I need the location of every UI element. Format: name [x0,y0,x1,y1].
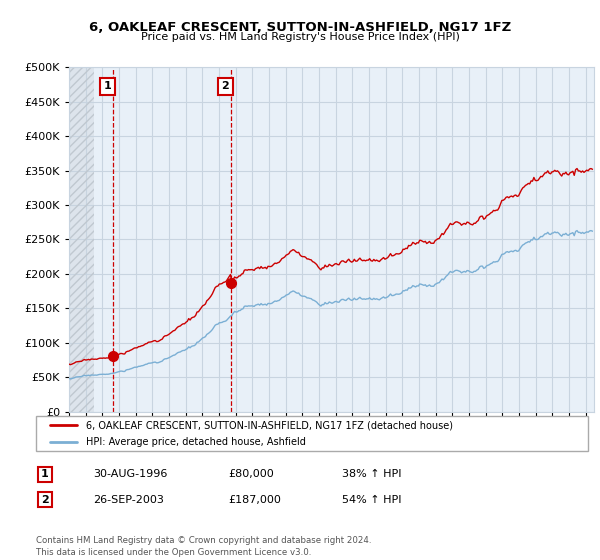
Text: 1: 1 [104,82,112,91]
Text: 1: 1 [41,469,49,479]
Text: HPI: Average price, detached house, Ashfield: HPI: Average price, detached house, Ashf… [86,437,305,447]
Bar [69,67,94,412]
Text: 54% ↑ HPI: 54% ↑ HPI [342,494,401,505]
Text: 6, OAKLEAF CRESCENT, SUTTON-IN-ASHFIELD, NG17 1FZ (detached house): 6, OAKLEAF CRESCENT, SUTTON-IN-ASHFIELD,… [86,421,452,431]
Text: Price paid vs. HM Land Registry's House Price Index (HPI): Price paid vs. HM Land Registry's House … [140,32,460,43]
Text: 6, OAKLEAF CRESCENT, SUTTON-IN-ASHFIELD, NG17 1FZ: 6, OAKLEAF CRESCENT, SUTTON-IN-ASHFIELD,… [89,21,511,34]
Text: Contains HM Land Registry data © Crown copyright and database right 2024.
This d: Contains HM Land Registry data © Crown c… [36,536,371,557]
Text: 30-AUG-1996: 30-AUG-1996 [93,469,167,479]
Text: 2: 2 [41,494,49,505]
Bar [69,67,94,412]
Text: £80,000: £80,000 [228,469,274,479]
Text: £187,000: £187,000 [228,494,281,505]
Text: 26-SEP-2003: 26-SEP-2003 [93,494,164,505]
Text: 38% ↑ HPI: 38% ↑ HPI [342,469,401,479]
FancyBboxPatch shape [36,416,588,451]
Text: 2: 2 [221,82,229,91]
